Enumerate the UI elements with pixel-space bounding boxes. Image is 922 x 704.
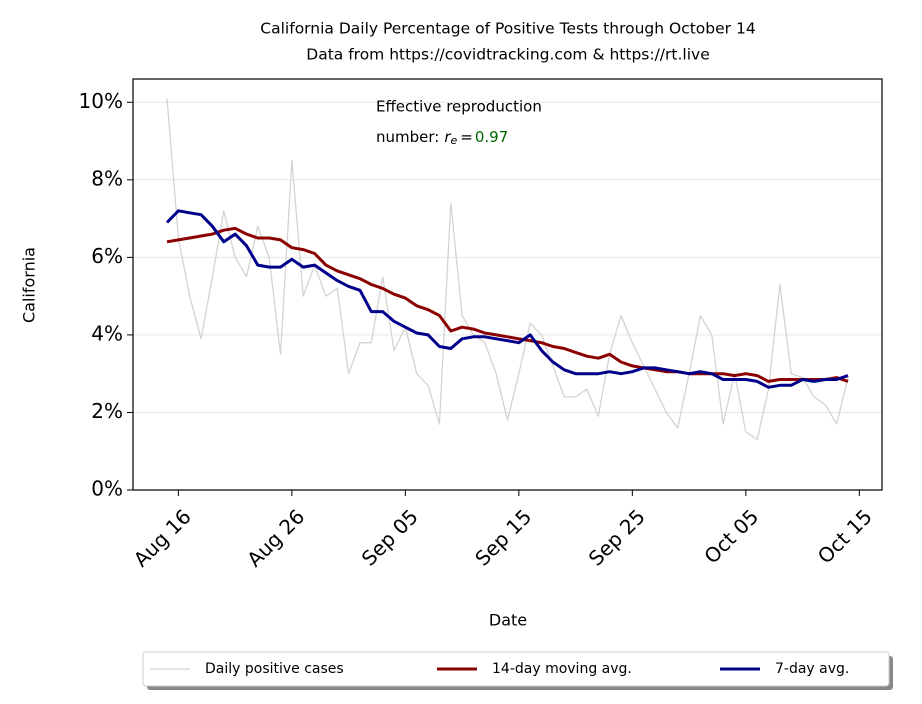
- x-tick-label: Aug 26: [242, 504, 309, 571]
- chart-subtitle: Data from https://covidtracking.com & ht…: [306, 46, 709, 64]
- annotation: Effective reproduction: [376, 98, 542, 116]
- plot-frame: [132, 78, 883, 491]
- legend-label: Daily positive cases: [205, 661, 344, 677]
- annotation-part: =: [460, 128, 473, 146]
- legend-label: 14-day moving avg.: [492, 661, 632, 677]
- chart-title: California Daily Percentage of Positive …: [260, 20, 755, 38]
- y-tick-label: 10%: [79, 89, 123, 113]
- y-tick-label: 2%: [91, 399, 123, 423]
- x-tick-label: Sep 15: [470, 504, 536, 570]
- annotation-part: 0.97: [475, 128, 508, 146]
- y-tick-label: 8%: [91, 166, 123, 190]
- legend-label: 7-day avg.: [775, 661, 849, 677]
- x-tick-label: Oct 05: [699, 504, 763, 568]
- y-tick-label: 4%: [91, 321, 123, 345]
- y-tick-label: 6%: [91, 244, 123, 268]
- x-tick-label: Aug 16: [129, 504, 196, 571]
- y-tick-label: 0%: [91, 477, 123, 501]
- legend-box: [142, 651, 890, 687]
- annotation: number: re = 0.97: [376, 128, 508, 148]
- y-axis-label: California: [20, 247, 39, 323]
- annotation-part: number:: [376, 128, 439, 146]
- x-axis-label: Date: [489, 611, 527, 630]
- series-line: [166, 98, 849, 441]
- annotation-part: r: [444, 128, 451, 146]
- x-tick-label: Sep 25: [584, 504, 650, 570]
- series-line: [165, 209, 849, 389]
- x-tick-label: Sep 05: [357, 504, 423, 570]
- annotation-part: e: [451, 134, 458, 147]
- x-tick-label: Oct 15: [813, 504, 877, 568]
- series-line: [166, 226, 849, 383]
